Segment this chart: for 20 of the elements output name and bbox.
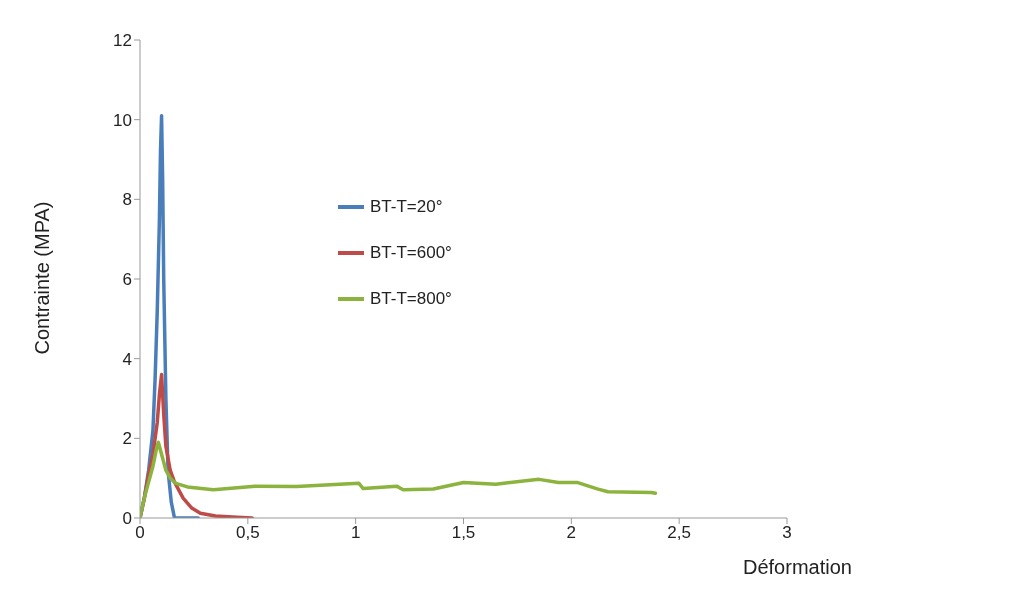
- legend-label: BT-T=600°: [370, 243, 452, 263]
- legend-label: BT-T=20°: [370, 197, 443, 217]
- y-tick-label: 6: [122, 270, 132, 290]
- y-tick-label: 2: [122, 429, 132, 449]
- x-axis-title: Déformation: [743, 556, 852, 579]
- x-tick-label: 2: [566, 523, 577, 543]
- legend-label: BT-T=800°: [370, 289, 452, 309]
- x-tick-label: 0: [135, 523, 145, 543]
- x-tick-label: 2,5: [667, 523, 691, 543]
- y-tick-label: 8: [122, 190, 132, 210]
- line-series: [140, 440, 658, 518]
- x-tick-label: 0,5: [236, 523, 260, 543]
- y-tick-label: 10: [113, 110, 132, 130]
- x-tick-label: 3: [782, 523, 792, 543]
- y-tick-label: 4: [122, 349, 132, 369]
- x-tick-label: 1,5: [451, 523, 476, 543]
- y-tick-label: 0: [122, 509, 132, 529]
- y-tick-label: 12: [113, 31, 132, 51]
- y-axis-title: Contrainte (MPA): [30, 201, 54, 355]
- x-tick-label: 1: [350, 523, 361, 543]
